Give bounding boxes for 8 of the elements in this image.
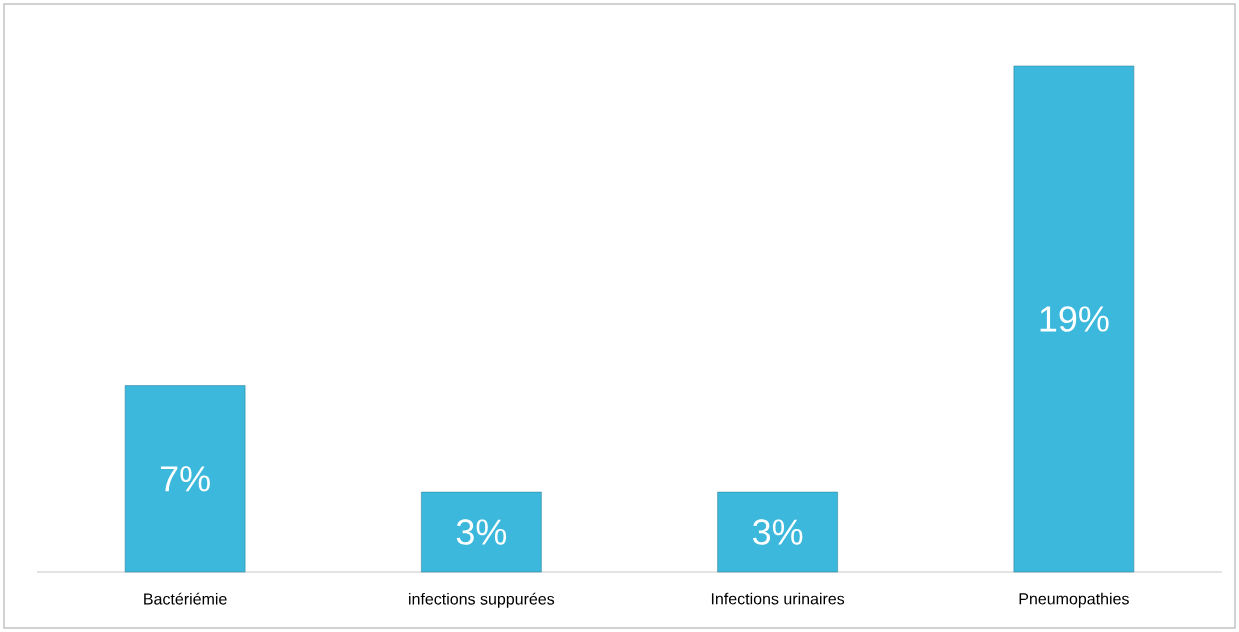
- x-tick-label: infections suppurées: [409, 592, 555, 608]
- x-tick-label: Bactériémie: [144, 592, 227, 605]
- data-label: 19%: [1040, 306, 1109, 332]
- data-label: 7%: [160, 466, 210, 492]
- data-label: 3%: [456, 519, 507, 545]
- x-tick-label: Infections urinaires: [711, 592, 845, 605]
- data-label: 3%: [752, 519, 803, 545]
- x-tick-label: Pneumopathies: [1019, 592, 1129, 608]
